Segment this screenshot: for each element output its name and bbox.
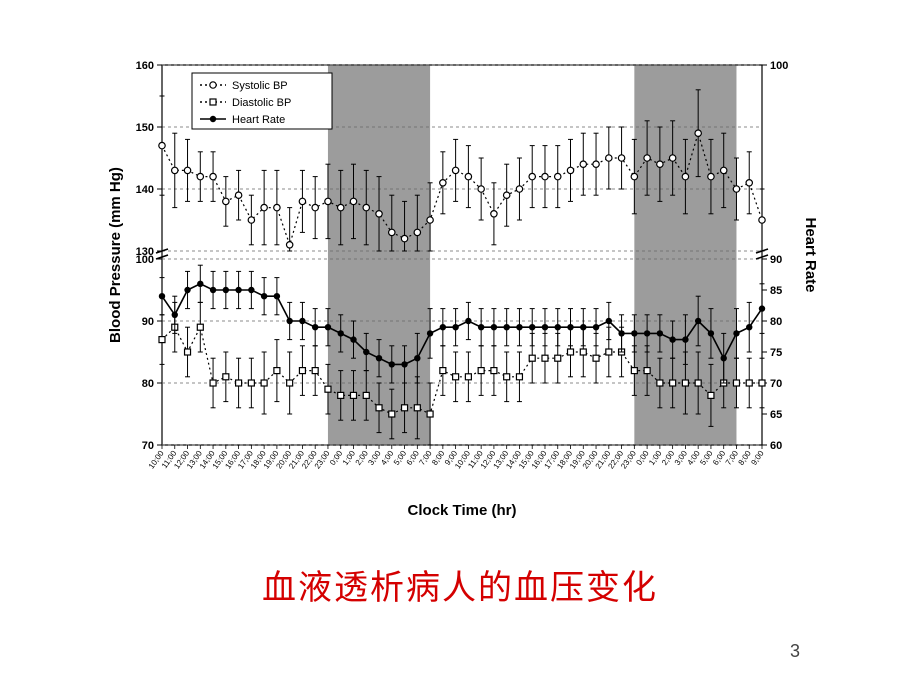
svg-text:7;00: 7;00 bbox=[724, 449, 741, 467]
svg-text:65: 65 bbox=[770, 409, 782, 421]
svg-text:160: 160 bbox=[136, 60, 154, 72]
svg-text:150: 150 bbox=[136, 122, 154, 134]
svg-text:9;00: 9;00 bbox=[749, 449, 766, 467]
chart-container: 7080901001301401501606065707580859010010… bbox=[100, 55, 820, 535]
svg-text:140: 140 bbox=[136, 184, 154, 196]
svg-text:80: 80 bbox=[142, 378, 154, 390]
svg-text:8;00: 8;00 bbox=[430, 449, 447, 467]
svg-text:100: 100 bbox=[770, 60, 788, 72]
caption: 血液透析病人的血压变化 bbox=[0, 560, 920, 609]
svg-text:Heart Rate: Heart Rate bbox=[802, 217, 819, 292]
svg-text:60: 60 bbox=[770, 440, 782, 452]
svg-text:6;00: 6;00 bbox=[711, 449, 728, 467]
svg-text:Diastolic BP: Diastolic BP bbox=[232, 97, 291, 109]
page-number: 3 bbox=[790, 641, 800, 662]
svg-text:6;00: 6;00 bbox=[405, 449, 422, 467]
svg-text:4;00: 4;00 bbox=[379, 449, 396, 467]
svg-text:Clock Time (hr): Clock Time (hr) bbox=[408, 502, 517, 519]
svg-text:80: 80 bbox=[770, 316, 782, 328]
svg-text:85: 85 bbox=[770, 285, 782, 297]
svg-text:Heart Rate: Heart Rate bbox=[232, 114, 285, 126]
svg-text:70: 70 bbox=[770, 378, 782, 390]
svg-text:5;00: 5;00 bbox=[392, 449, 409, 467]
svg-text:3;00: 3;00 bbox=[673, 449, 690, 467]
svg-text:3;00: 3;00 bbox=[366, 449, 383, 467]
svg-text:90: 90 bbox=[770, 254, 782, 266]
svg-text:Blood Pressure (mm Hg): Blood Pressure (mm Hg) bbox=[107, 167, 124, 343]
svg-text:2;00: 2;00 bbox=[660, 449, 677, 467]
svg-text:4;00: 4;00 bbox=[686, 449, 703, 467]
bp-hr-chart: 7080901001301401501606065707580859010010… bbox=[100, 55, 820, 535]
svg-text:7;00: 7;00 bbox=[417, 449, 434, 467]
svg-text:90: 90 bbox=[142, 316, 154, 328]
svg-text:130: 130 bbox=[136, 246, 154, 258]
svg-text:1;00: 1;00 bbox=[647, 449, 664, 467]
svg-text:1;00: 1;00 bbox=[341, 449, 358, 467]
svg-text:0;00: 0;00 bbox=[328, 449, 345, 467]
svg-text:Systolic BP: Systolic BP bbox=[232, 80, 288, 92]
svg-text:75: 75 bbox=[770, 347, 782, 359]
svg-text:5;00: 5;00 bbox=[698, 449, 715, 467]
slide: 7080901001301401501606065707580859010010… bbox=[0, 0, 920, 690]
svg-text:8;00: 8;00 bbox=[737, 449, 754, 467]
svg-text:2;00: 2;00 bbox=[354, 449, 371, 467]
svg-text:70: 70 bbox=[142, 440, 154, 452]
svg-text:0;00: 0;00 bbox=[634, 449, 651, 467]
